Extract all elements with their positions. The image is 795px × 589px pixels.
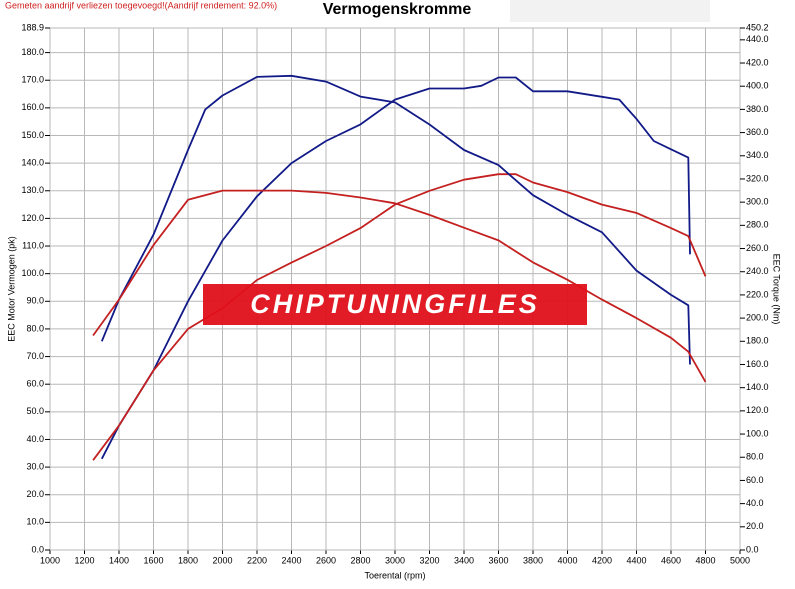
y2-tick-label: 160.0 [746, 359, 769, 369]
x-axis-label: Toerental (rpm) [364, 570, 425, 580]
y-tick-label: 70.0 [26, 351, 44, 361]
x-tick-label: 2600 [316, 555, 336, 565]
y-tick-label: 160.0 [21, 102, 44, 112]
x-tick-label: 2800 [350, 555, 370, 565]
y2-tick-label: 320.0 [746, 173, 769, 183]
y2-tick-label: 360.0 [746, 127, 769, 137]
y2-tick-label: 80.0 [746, 452, 764, 462]
y2-tick-label: 260.0 [746, 243, 769, 253]
y2-tick-label: 60.0 [746, 475, 764, 485]
y2-tick-label: 0.0 [746, 544, 759, 554]
x-tick-label: 1000 [40, 555, 60, 565]
x-tick-label: 1800 [178, 555, 198, 565]
x-tick-label: 3800 [523, 555, 543, 565]
series-line [92, 173, 707, 461]
x-tick-label: 2200 [247, 555, 267, 565]
y-tick-label: 188.9 [21, 22, 44, 32]
y2-tick-label: 450.2 [746, 22, 769, 32]
x-tick-label: 2000 [212, 555, 232, 565]
x-tick-label: 4800 [695, 555, 715, 565]
y-tick-label: 100.0 [21, 268, 44, 278]
y-tick-label: 140.0 [21, 158, 44, 168]
y-tick-label: 180.0 [21, 47, 44, 57]
y2-tick-label: 400.0 [746, 81, 769, 91]
series-line [101, 76, 691, 460]
x-tick-label: 1600 [143, 555, 163, 565]
y-tick-label: 150.0 [21, 130, 44, 140]
x-tick-label: 3400 [454, 555, 474, 565]
y-tick-label: 120.0 [21, 213, 44, 223]
series-line [100, 74, 691, 365]
watermark-group: CHIPTUNINGFILES [203, 284, 587, 325]
y2-tick-label: 100.0 [746, 428, 769, 438]
y2-tick-label: 220.0 [746, 289, 769, 299]
y-tick-label: 130.0 [21, 185, 44, 195]
y2-tick-label: 280.0 [746, 220, 769, 230]
y-tick-label: 40.0 [26, 434, 44, 444]
header-box [510, 0, 710, 22]
y2-tick-label: 140.0 [746, 382, 769, 392]
y2-tick-label: 240.0 [746, 266, 769, 276]
y-tick-label: 30.0 [26, 461, 44, 471]
y-tick-label: 60.0 [26, 379, 44, 389]
x-tick-label: 3000 [385, 555, 405, 565]
y2-axis-label: EEC Torque (Nm) [772, 254, 782, 325]
x-tick-label: 1400 [109, 555, 129, 565]
y2-tick-label: 300.0 [746, 197, 769, 207]
note: Gemeten aandrijf verliezen toegevoegd!(A… [5, 0, 277, 10]
y2-tick-label: 40.0 [746, 498, 764, 508]
y2-tick-label: 380.0 [746, 104, 769, 114]
x-tick-label: 4400 [626, 555, 646, 565]
y-tick-label: 20.0 [26, 489, 44, 499]
watermark-banner [203, 284, 587, 325]
x-tick-label: 1200 [74, 555, 94, 565]
x-tick-label: 2400 [281, 555, 301, 565]
x-tick-label: 3600 [488, 555, 508, 565]
y-tick-label: 80.0 [26, 323, 44, 333]
series-line [92, 189, 707, 383]
y2-tick-label: 120.0 [746, 405, 769, 415]
y-tick-label: 0.0 [31, 544, 44, 554]
y2-tick-label: 420.0 [746, 57, 769, 67]
chart-title: Vermogenskromme [323, 1, 472, 18]
x-tick-label: 4200 [592, 555, 612, 565]
y-tick-label: 90.0 [26, 296, 44, 306]
x-tick-label: 4600 [661, 555, 681, 565]
y2-tick-label: 20.0 [746, 521, 764, 531]
y-tick-label: 50.0 [26, 406, 44, 416]
x-tick-label: 3200 [419, 555, 439, 565]
y-tick-label: 10.0 [26, 517, 44, 527]
y2-tick-label: 340.0 [746, 150, 769, 160]
y2-tick-label: 200.0 [746, 312, 769, 322]
y2-tick-label: 440.0 [746, 34, 769, 44]
x-tick-label: 4000 [557, 555, 577, 565]
y-tick-label: 170.0 [21, 75, 44, 85]
watermark: CHIPTUNINGFILES [250, 289, 540, 319]
y-axis-label: EEC Motor Vermogen (pk) [6, 236, 16, 342]
x-tick-label: 5000 [730, 555, 750, 565]
y2-tick-label: 180.0 [746, 336, 769, 346]
y-tick-label: 110.0 [22, 240, 44, 250]
